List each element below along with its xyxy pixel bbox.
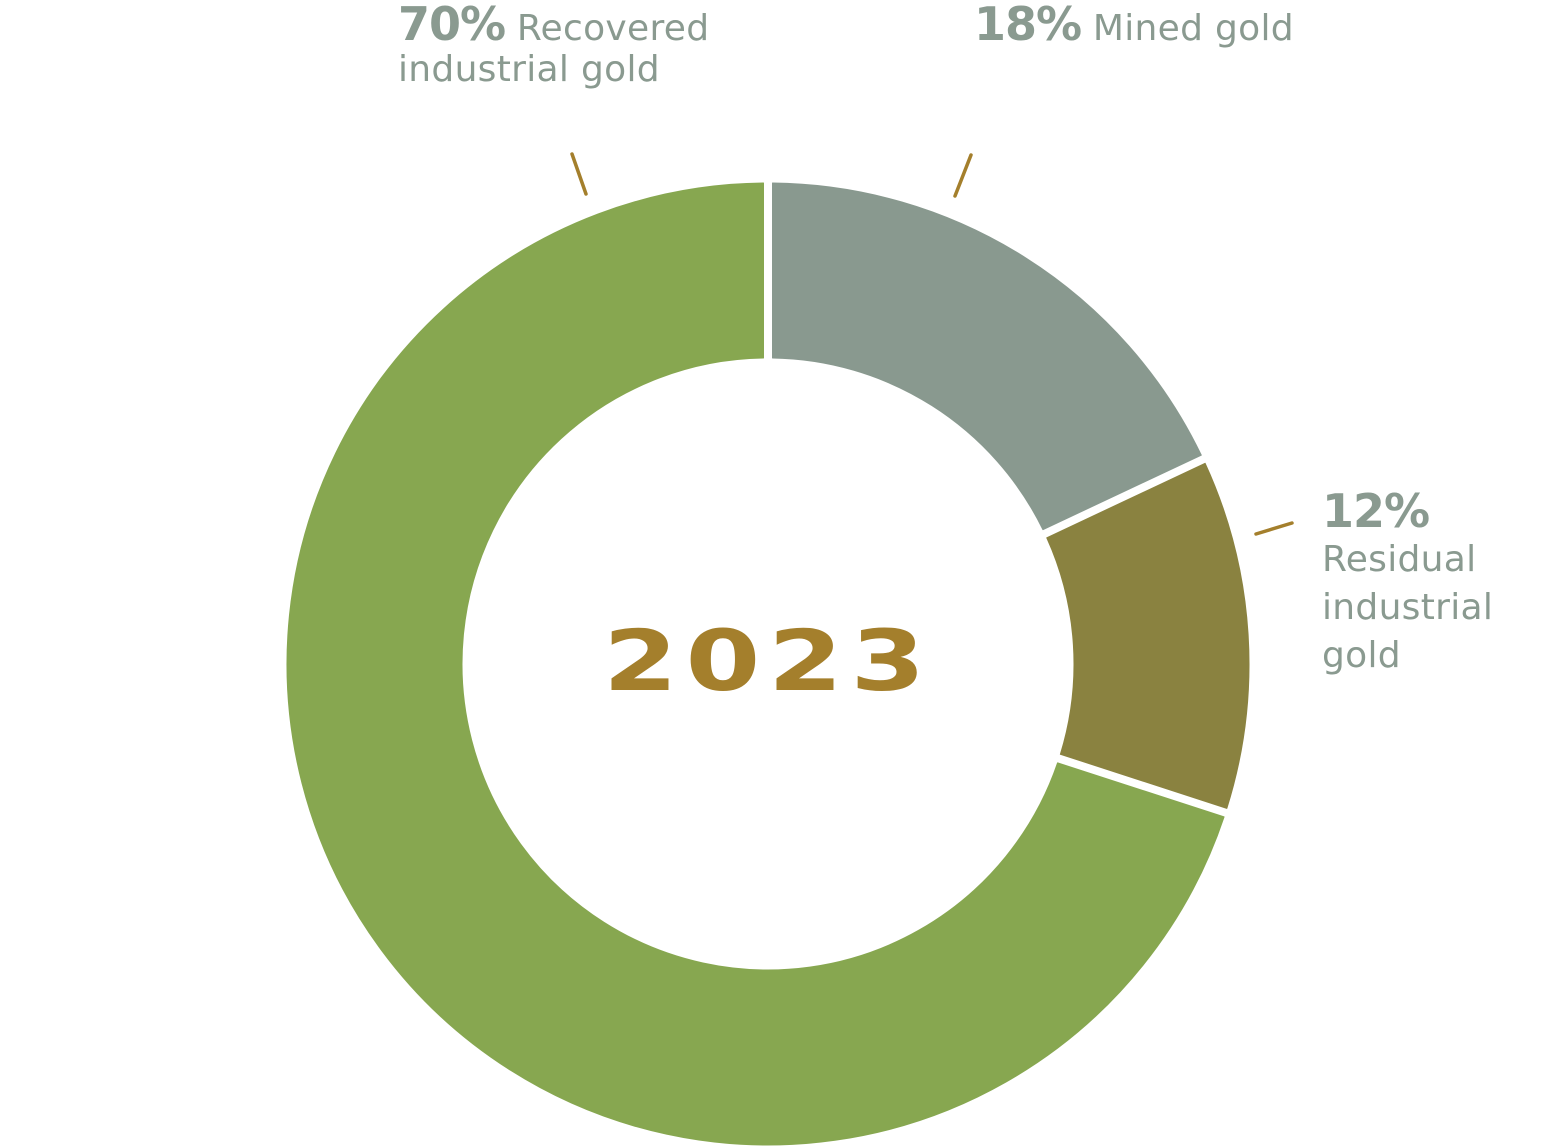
label-residual-industrial-gold: 12% Residual industrial gold <box>1322 486 1493 680</box>
label-mined-gold: 18% Mined gold <box>974 1 1294 49</box>
text-residual-line2: industrial <box>1322 587 1494 628</box>
slice-mined-gold <box>772 182 1202 531</box>
slice-recovered-industrial-gold <box>286 182 1225 1146</box>
text-recovered-line2: industrial gold <box>398 49 660 90</box>
center-year-label: 2023 <box>603 612 933 710</box>
pct-mined: 18% <box>974 0 1082 51</box>
text-residual-line3: gold <box>1322 635 1401 676</box>
label-recovered-industrial-gold: 70% Recovered industrial gold <box>398 1 710 90</box>
text-recovered-line1: Recovered <box>516 8 710 49</box>
leader-tick-mined <box>953 153 973 198</box>
leader-tick-recovered <box>570 152 588 196</box>
pct-recovered: 70% <box>398 0 506 51</box>
slice-residual-industrial-gold <box>1046 462 1250 809</box>
leader-tick-residual <box>1254 521 1294 536</box>
text-mined: Mined gold <box>1092 8 1294 49</box>
pct-residual: 12% <box>1322 484 1430 538</box>
text-residual-line1: Residual <box>1322 539 1477 580</box>
